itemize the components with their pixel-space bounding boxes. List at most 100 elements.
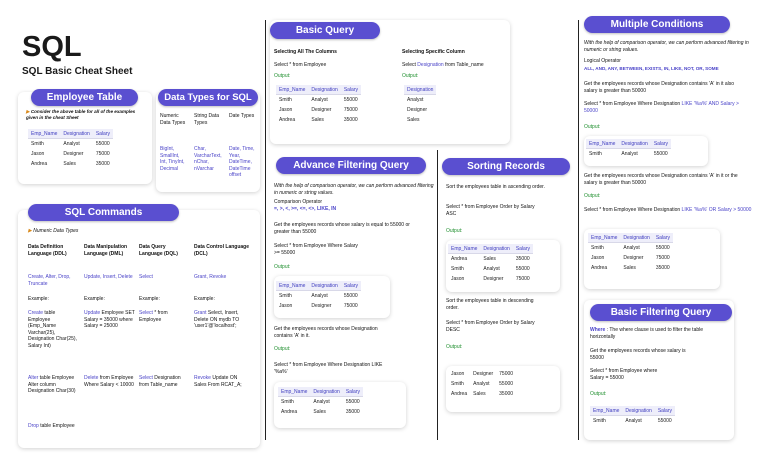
multiple-conditions-ex1-desc: Get the employees records whose Designat…: [584, 81, 735, 94]
sorting-desc-output: Output:: [446, 344, 463, 350]
sorting-desc-table: Jason Designer 75000 Smith Analyst 55000 And…: [448, 369, 516, 399]
ddl-cmds: Create, Alter, Drop, Truncate: [28, 274, 71, 287]
table-header-row: Emp_Name Designation Salary: [588, 233, 673, 243]
table-row: Smith Analyst 55000: [589, 151, 668, 157]
sorting-header: Sorting Records: [442, 158, 570, 175]
page-title: SQL: [22, 31, 82, 63]
advance-filtering-operators: =, >, <, >=, <=, <>, LIKE, IN: [274, 206, 337, 212]
sorting-desc-query: Select * from Employee Order by Salary D…: [446, 320, 535, 333]
table-row: Designer: [407, 107, 428, 113]
data-types-numeric-head: Numeric Data Types: [160, 113, 186, 126]
dql-head: Data Query Language (DQL): [139, 244, 178, 257]
data-types-string-vals: Char, VarcharText, nChar, nVarchar: [194, 146, 222, 172]
multiple-conditions-ex2-query: Select * from Employee Where Designation…: [584, 207, 752, 213]
table-row: Andrea Sales 35000: [31, 161, 110, 167]
table-row: Jason Designer 75000: [279, 303, 358, 309]
basic-query-left-table: Emp_Name Designation Salary Smith Analyst 55…: [276, 85, 361, 125]
ddl-example3: Drop table Employee: [28, 423, 75, 429]
sorting-asc-query: Select * from Employee Order by Salary A…: [446, 204, 535, 217]
data-types-string-head: String Data Types: [194, 113, 220, 126]
dql-cmds: Select: [139, 274, 153, 280]
sorting-asc-table: Emp_Name Designation Salary Andrea Sales 350…: [448, 244, 533, 284]
dql-example2: Select Designation from Table_name: [139, 375, 181, 388]
data-types-header: Data Types for SQL: [158, 89, 258, 106]
employee-table-header: Employee Table: [31, 89, 138, 106]
table-row: Smith Analyst 55000: [451, 266, 530, 272]
dml-example2: Delete from Employee Where Salary < 1000…: [84, 375, 134, 388]
data-types-numeric-vals: BigInt, SmallInt, Int, TinyInt, Decimal: [160, 146, 185, 172]
advance-filtering-ex1-desc: Get the employees records whose salary i…: [274, 222, 410, 235]
sql-commands-card: [18, 210, 260, 448]
table-row: Jason Designer 75000: [31, 151, 110, 157]
advance-filtering-ex1-query: Select * from Employee Where Salary >= 5…: [274, 243, 358, 256]
table-header-row: Emp_Name Designation Salary: [586, 139, 671, 149]
table-row: Smith Analyst 55000: [281, 399, 360, 405]
table-header-row: Emp_Name Designation Salary: [278, 387, 363, 397]
basic-query-left-output: Output:: [274, 73, 291, 79]
table-row: Andrea Sales 35000: [591, 265, 670, 271]
basic-filtering-header: Basic Filtering Query: [590, 304, 732, 321]
advance-filtering-header: Advance Filtering Query: [276, 157, 426, 174]
employee-table-note: ▶ Consider the above table for all of th…: [26, 109, 136, 120]
column-divider: [437, 150, 438, 440]
basic-query-right-output: Output:: [402, 73, 419, 79]
dcl-cmds: Grant, Revoke: [194, 274, 227, 280]
table-row: Andrea Sales 35000: [281, 409, 360, 415]
basic-query-left-query: Select * from Employee: [274, 62, 327, 68]
basic-query-left-head: Selecting All The Columns: [274, 49, 337, 55]
table-row: Analyst: [407, 97, 424, 103]
multiple-conditions-logical-ops: ALL, AND, ANY, BETWEEN, EXISTS, IN, LIKE…: [584, 66, 719, 71]
sorting-asc-output: Output:: [446, 228, 463, 234]
table-row: Smith Analyst 55000: [279, 97, 358, 103]
basic-query-right-query: Select Designation from Table_name: [402, 62, 484, 68]
sorting-desc-card: [446, 366, 560, 412]
advance-filtering-ex2-output: Output:: [274, 346, 291, 352]
sql-commands-header: SQL Commands: [28, 204, 179, 221]
table-row: Jason Designer 75000: [451, 371, 514, 377]
table-header-row: Emp_Name Designation Salary: [590, 406, 675, 416]
table-header-row: Emp_Name Designation Salary: [276, 85, 361, 95]
table-row: Sales: [407, 117, 420, 123]
employee-table: Emp_Name Designation Salary Smith Analyst 55…: [28, 129, 113, 169]
ddl-example1: Create table Employee (Emp_Name Varchar(…: [28, 310, 77, 349]
multiple-conditions-header: Multiple Conditions: [584, 16, 730, 33]
basic-query-right-table: Designation Analyst Designer Sales: [404, 85, 437, 125]
dml-head: Data Manipulation Language (DML): [84, 244, 128, 257]
triangle-icon: ▶: [28, 228, 34, 234]
table-header-row: Designation: [404, 85, 437, 95]
column-divider: [578, 20, 579, 440]
data-types-date-head: Date Types: [229, 113, 255, 119]
basic-filtering-card: [584, 300, 734, 440]
sorting-desc-desc: Sort the employees table in descending o…: [446, 298, 534, 311]
multiple-conditions-logical-label: Logical Operator: [584, 58, 621, 64]
table-header-row: Emp_Name Designation Salary: [276, 281, 361, 291]
table-row: Andrea Sales 35000: [451, 256, 530, 262]
advance-filtering-ex1-table: Emp_Name Designation Salary Smith Analyst 55…: [276, 281, 361, 311]
multiple-conditions-intro: With the help of comparison operator, we…: [584, 40, 749, 53]
table-row: Andrea Sales 35000: [279, 117, 358, 123]
basic-query-card: [270, 20, 510, 144]
dml-cmds: Update, Insert, Delete: [84, 274, 133, 280]
table-row: Jason Designer 75000: [591, 255, 670, 261]
advance-filtering-ex2-query: Select * from Employee Where Designation…: [274, 362, 383, 375]
multiple-conditions-ex1-query: Select * from Employee Where Designation…: [584, 101, 739, 114]
basic-filtering-table: Emp_Name Designation Salary Smith Analyst 55…: [590, 406, 675, 426]
table-row: Jason Designer 75000: [279, 107, 358, 113]
basic-filtering-where: Where : The where clause is used to filt…: [590, 327, 704, 340]
table-row: Smith Analyst 55000: [31, 141, 110, 147]
advance-filtering-intro: With the help of comparison operator, we…: [274, 183, 434, 196]
table-row: Jason Designer 75000: [451, 276, 530, 282]
advance-filtering-ex2-desc: Get the employees records whose Designat…: [274, 326, 378, 339]
dml-example1: Update Employee SET Salary = 35000 where…: [84, 310, 135, 329]
dcl-example-label: Example:: [194, 296, 215, 302]
dcl-example1: Grant Select, Insert, Delete ON mydb TO …: [194, 310, 240, 329]
data-types-card: [156, 92, 260, 192]
advance-filtering-ex2-table: Emp_Name Designation Salary Smith Analyst 55…: [278, 387, 363, 417]
table-row: Smith Analyst 55000: [591, 245, 670, 251]
dql-example-label: Example:: [139, 296, 160, 302]
dml-example-label: Example:: [84, 296, 105, 302]
multiple-conditions-ex1-output: Output:: [584, 124, 601, 130]
basic-filtering-output: Output:: [590, 391, 607, 397]
basic-query-right-head: Selecting Specific Column: [402, 49, 465, 55]
ddl-example-label: Example:: [28, 296, 49, 302]
